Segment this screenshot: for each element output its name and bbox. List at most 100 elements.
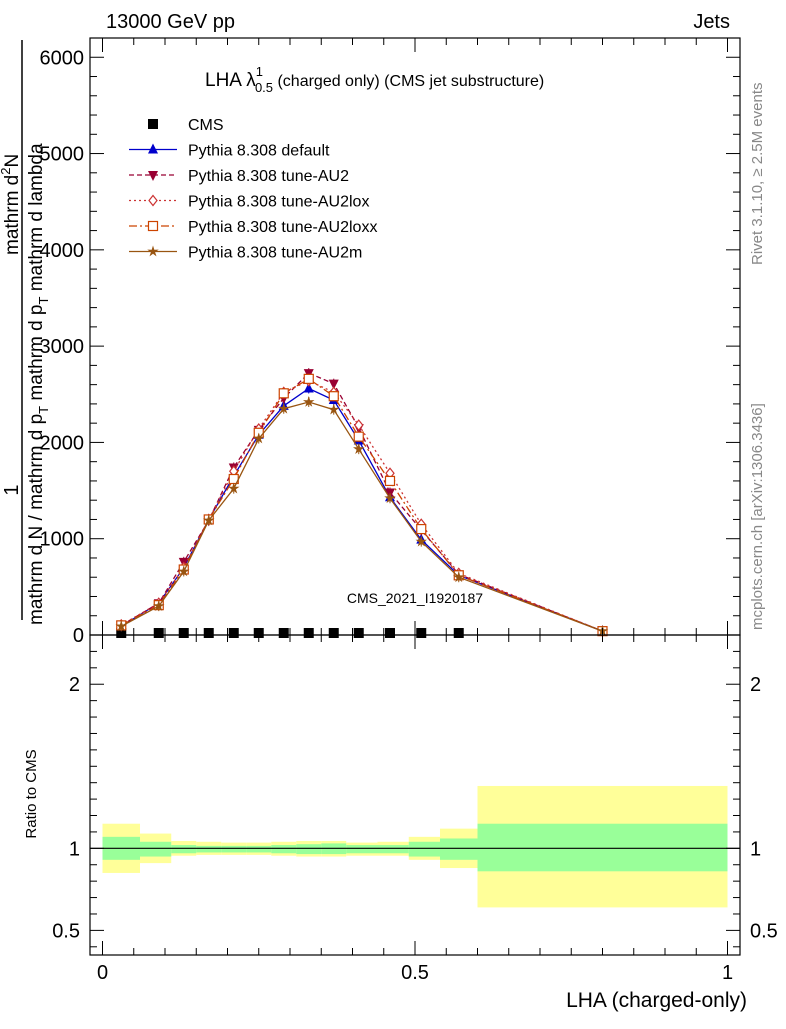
series-2-point-8: [328, 379, 339, 390]
series-4-point-9: [353, 431, 364, 442]
ratio-ytick-label-right-0: 0.5: [750, 920, 778, 942]
series-5-point-6: [278, 402, 290, 414]
series-4-point-6: [278, 388, 289, 399]
series-0-point-6: [278, 628, 289, 638]
ratio-ytick-label-right-2: 2: [750, 674, 761, 696]
series-line-5: [120, 401, 603, 632]
ratio-band-inner-10: [377, 845, 409, 854]
main-ytick-label-5: 5000: [40, 144, 85, 166]
ratio-band-inner-6: [271, 845, 297, 854]
ratio-band-inner-11: [408, 841, 440, 857]
ratio-band-inner-12: [440, 838, 478, 860]
legend-marker-1: [148, 143, 158, 154]
legend-item-4: Pythia 8.308 tune-AU2loxx: [129, 219, 377, 236]
series-line-4: [120, 378, 603, 632]
mcplots-label: mcplots.cern.ch [arXiv:1306.3436]: [749, 403, 766, 630]
ratio-ytick-label-left-2: 2: [69, 674, 80, 696]
series-5-point-7: [303, 396, 315, 407]
main-ytick-label-4: 4000: [40, 240, 85, 262]
ratio-band-inner-4: [221, 845, 247, 853]
series-0-point-8: [328, 628, 339, 638]
ratio-band-inner-9: [346, 845, 378, 854]
series-1-point-7: [303, 382, 314, 393]
series-0-point-10: [385, 628, 395, 638]
series-4-point-10: [384, 475, 396, 487]
legend-marker-2: [148, 171, 158, 181]
series-4-point-8: [328, 391, 339, 402]
legend-label-0: CMS: [188, 117, 224, 134]
xtick-label-1: 0.5: [401, 962, 429, 984]
legend-item-2: Pythia 8.308 tune-AU2: [129, 168, 349, 185]
series-0-point-4: [228, 628, 239, 638]
series-line-2: [120, 372, 603, 632]
legend-item-0: CMS: [148, 117, 224, 134]
legend-marker-0: [148, 119, 158, 129]
series-5-point-5: [253, 432, 265, 444]
series-5-point-4: [228, 482, 240, 494]
series-0-point-9: [353, 628, 364, 638]
ratio-band-inner-3: [196, 845, 222, 853]
main-ytick-label-1: 1000: [40, 529, 85, 551]
legend-item-5: Pythia 8.308 tune-AU2m: [129, 245, 362, 262]
legend-label-3: Pythia 8.308 tune-AU2lox: [188, 194, 369, 211]
main-ytick-label-2: 2000: [40, 432, 85, 454]
main-ytick-label-6: 6000: [40, 47, 85, 69]
series-5-point-8: [328, 403, 340, 415]
legend-label-1: Pythia 8.308 default: [188, 143, 330, 160]
series-4-point-7: [303, 373, 314, 384]
plot-title-main: LHA λ: [205, 70, 256, 91]
series-0-point-3: [203, 628, 214, 638]
series-0-point-0: [116, 628, 127, 638]
series-5-point-10: [384, 492, 396, 504]
ratio-bands: [102, 785, 728, 908]
xtick-label-2: 1: [722, 962, 733, 984]
header-right: Jets: [693, 11, 730, 33]
legend-item-3: Pythia 8.308 tune-AU2lox: [129, 194, 369, 211]
series-5-point-2: [178, 565, 190, 577]
series-0-point-7: [303, 628, 314, 638]
plot-title: LHA λ1 0.5 (charged only) (CMS jet substr…: [205, 64, 544, 95]
x-axis-label: LHA (charged-only): [566, 989, 747, 1012]
ratio-band-inner-7: [296, 844, 322, 855]
legend-marker-5: [147, 245, 159, 257]
series-0-point-2: [178, 628, 189, 638]
ratio-band-inner-5: [246, 845, 272, 853]
plot-title-rest: (charged only) (CMS jet substructure): [273, 73, 544, 90]
y-label-one: 1: [1, 484, 23, 495]
series-5: [115, 396, 609, 637]
ratio-band-inner-1: [140, 841, 172, 857]
legend-marker-3: [148, 194, 158, 207]
rivet-label: Rivet 3.1.10, ≥ 2.5M events: [749, 83, 766, 266]
plot-title-sub: 0.5: [255, 80, 273, 95]
series-0-point-12: [453, 628, 464, 638]
series-5-point-9: [353, 443, 365, 454]
watermark: CMS_2021_I1920187: [347, 590, 483, 606]
series-4-point-11: [416, 523, 427, 535]
series-5-point-3: [203, 514, 215, 526]
y-label-denominator: mathrm d N / mathrm d pT mathrm d pT mat…: [26, 143, 51, 625]
legend-label-2: Pythia 8.308 tune-AU2: [188, 168, 349, 185]
ratio-ytick-label-right-1: 1: [750, 838, 761, 860]
series-5-point-0: [115, 620, 127, 632]
main-ytick-label-3: 3000: [40, 336, 85, 358]
xtick-label-0: 0: [97, 962, 108, 984]
ratio-ytick-label-left-0: 0.5: [52, 920, 80, 942]
y-label-numerator: mathrm d2N: [0, 154, 23, 255]
series-0-point-1: [153, 628, 164, 638]
ratio-ytick-label-left-1: 1: [69, 838, 80, 860]
series-5-point-11: [415, 535, 427, 547]
legend-label-4: Pythia 8.308 tune-AU2loxx: [188, 219, 377, 236]
ratio-band-inner-13: [477, 823, 728, 872]
series-0: [116, 628, 464, 638]
plot-title-sup: 1: [256, 64, 263, 79]
header-left: 13000 GeV pp: [106, 11, 235, 33]
ratio-band-inner-2: [171, 845, 197, 854]
legend-marker-4: [147, 220, 159, 232]
main-ytick-label-0: 0: [73, 625, 84, 647]
series-5-point-12: [453, 571, 465, 583]
series-line-3: [120, 380, 603, 632]
series-0-point-11: [416, 628, 427, 638]
main-y-label: 1 mathrm d2N mathrm d N / mathrm d pT ma…: [0, 40, 51, 625]
